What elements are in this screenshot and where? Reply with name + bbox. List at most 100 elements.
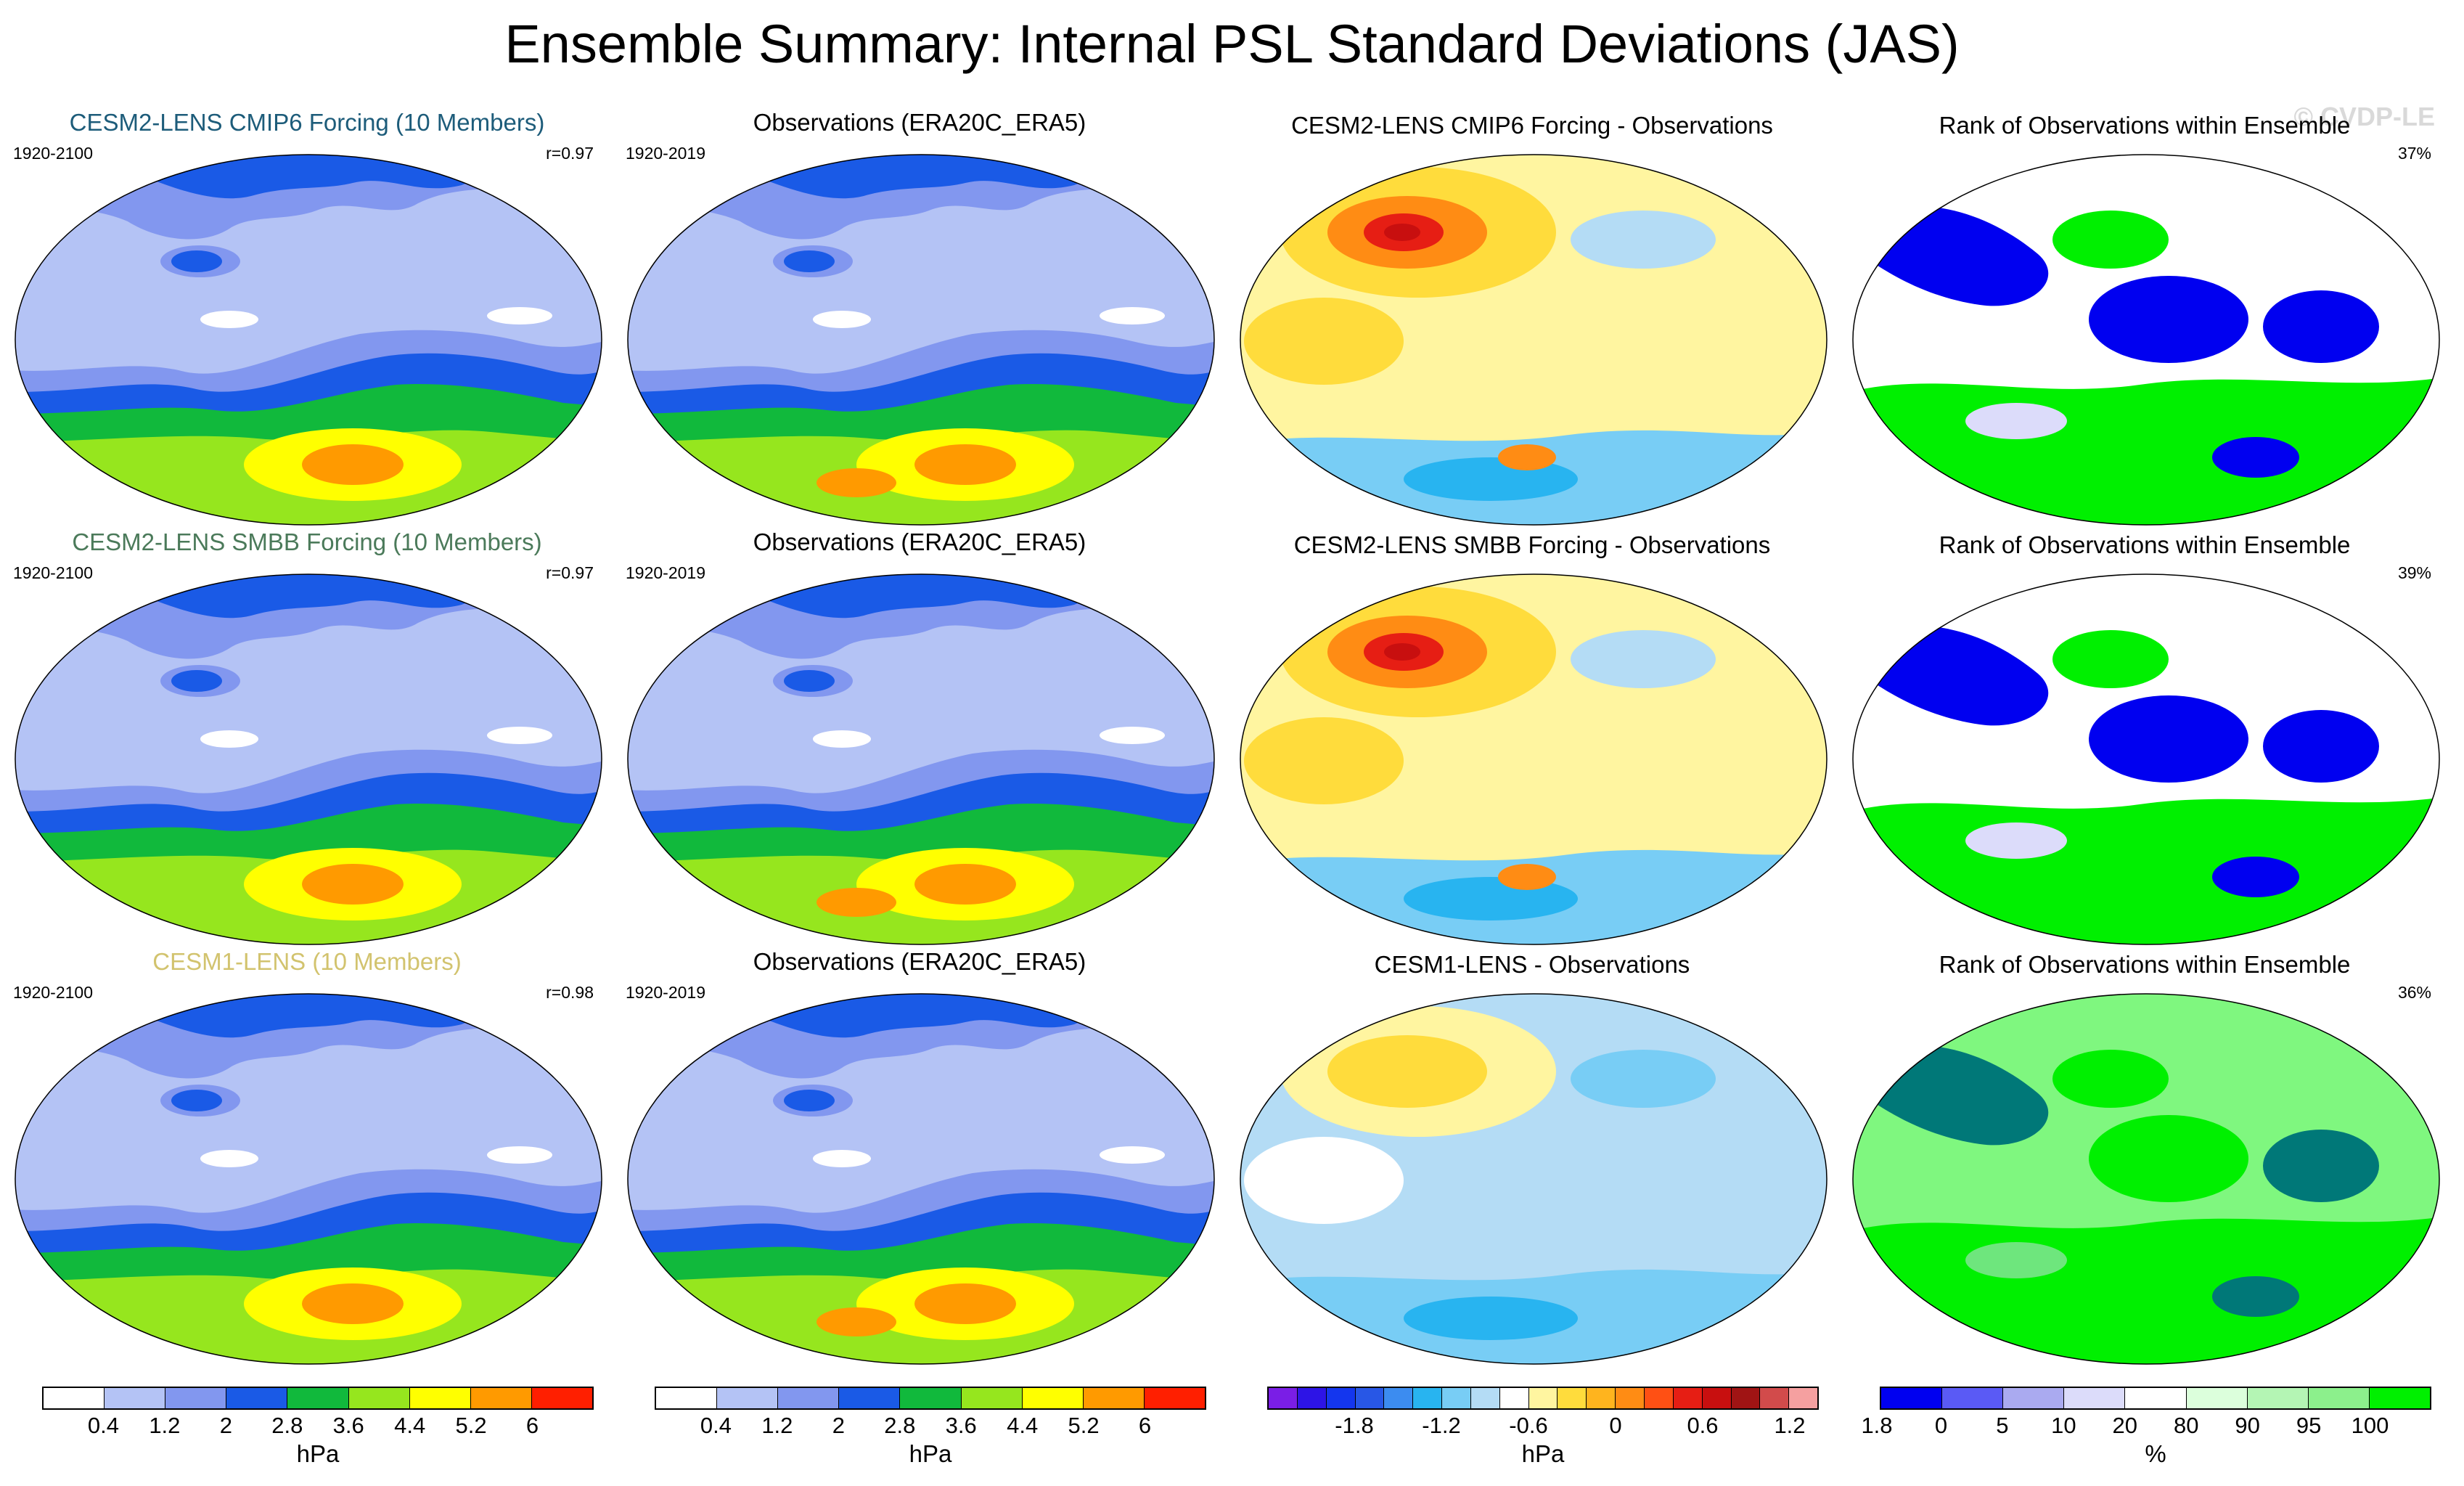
colorbar-swatch	[1558, 1388, 1587, 1408]
weak-variance-patch	[200, 730, 258, 748]
colorbar-swatch	[900, 1388, 962, 1408]
weak-variance-patch	[1100, 307, 1165, 324]
stddev-map	[627, 993, 1215, 1365]
map-panel-model: CESM2-LENS SMBB Forcing (10 Members) 1920…	[6, 528, 608, 950]
weak-variance-patch	[813, 1150, 871, 1167]
colorbar-tick-label: 10	[2051, 1413, 2076, 1438]
colorbar-swatch	[1442, 1388, 1471, 1408]
colorbar-tick-label: 2.8	[884, 1413, 916, 1438]
colorbar-swatches	[42, 1387, 594, 1410]
map-outline	[1240, 993, 1827, 1365]
colorbar-tick-label: 0.4	[87, 1413, 119, 1438]
rank-low-region	[2212, 437, 2299, 478]
map-outline	[627, 573, 1215, 945]
rank-map	[1852, 573, 2440, 945]
colorbar-swatch	[1355, 1388, 1385, 1408]
colorbar-tick-label: 1.2	[761, 1413, 793, 1438]
map-outline	[15, 573, 602, 945]
colorbar-swatch	[1499, 1388, 1529, 1408]
pacific-low-core	[784, 1090, 835, 1111]
southern-maximum-core	[302, 444, 404, 485]
map-outline	[15, 993, 602, 1365]
map-outline	[1852, 573, 2440, 945]
colorbar-unit: hPa	[1521, 1440, 1565, 1467]
weak-variance-patch	[813, 730, 871, 748]
page-title: Ensemble Summary: Internal PSL Standard …	[504, 14, 1960, 74]
southern-maximum-core	[914, 864, 1016, 905]
panel-title: CESM1-LENS (10 Members)	[152, 948, 462, 975]
colorbar-swatch	[1144, 1388, 1205, 1408]
pacific-low-core	[784, 250, 835, 272]
rank-map	[1852, 993, 2440, 1365]
stddev-map	[15, 993, 602, 1365]
watermark: © CVDP-LE	[2293, 102, 2435, 131]
southern-maximum-core	[302, 1283, 404, 1324]
map-panel-diff: CESM2-LENS CMIP6 Forcing - Observations	[1231, 109, 1833, 530]
map-panel-obs: Observations (ERA20C_ERA5) 1920-2019	[618, 528, 1221, 950]
stddev-map	[15, 154, 602, 526]
weak-variance-patch	[487, 727, 552, 744]
colorbar-swatch	[2064, 1388, 2126, 1408]
colorbar-swatch	[1470, 1388, 1500, 1408]
rank-percent: 37%	[2397, 144, 2431, 163]
colorbar-tick-label: 5.2	[1068, 1413, 1100, 1438]
anomaly-north-pacific-core	[1384, 224, 1420, 241]
weak-variance-patch	[487, 1146, 552, 1164]
period-label: 1920-2100	[13, 983, 93, 1002]
stddev-map	[15, 573, 602, 945]
colorbar-tick-label: 1.2	[149, 1413, 181, 1438]
southern-maximum-core	[914, 444, 1016, 485]
panel-title: Rank of Observations within Ensemble	[1939, 112, 2351, 139]
colorbar-tick-label: -1.2	[1422, 1413, 1461, 1438]
colorbar-swatch	[1881, 1388, 1943, 1408]
colorbar-swatch	[1760, 1388, 1790, 1408]
colorbar-swatch	[1269, 1388, 1298, 1408]
map-outline	[1240, 573, 1827, 945]
anomaly-indian	[1244, 717, 1404, 804]
colorbar-swatch	[2247, 1388, 2309, 1408]
pacific-low-core	[171, 670, 222, 692]
colorbar-tick-label: 2	[832, 1413, 845, 1438]
rank-mid-region	[1965, 403, 2067, 439]
colorbar-swatch	[1587, 1388, 1616, 1408]
anomaly-southern-ocean	[1404, 1297, 1578, 1340]
rank-overlay	[1853, 994, 2439, 1364]
colorbar-tick-label: 5	[1996, 1413, 2009, 1438]
map-outline	[1240, 154, 1827, 526]
colorbar-tick-label: 0.6	[1687, 1413, 1719, 1438]
rank-low-region	[1871, 205, 2049, 306]
anomaly-north-atlantic	[1571, 211, 1716, 269]
map-panel-obs: Observations (ERA20C_ERA5) 1920-2019	[618, 948, 1221, 1369]
colorbar-tick-label: 0	[1609, 1413, 1622, 1438]
difference-map	[1240, 154, 1827, 526]
map-panel-obs: Observations (ERA20C_ERA5) 1920-2019	[618, 109, 1221, 530]
colorbar: 0.4 1.2 2 2.8 3.6 4.4 5.2 6 hPa	[42, 1387, 594, 1474]
map-outline	[627, 154, 1215, 526]
period-label: 1920-2100	[13, 563, 93, 582]
rank-region	[2089, 695, 2248, 783]
weak-variance-patch	[200, 311, 258, 328]
colorbar: 0 5 10 20 80 90 95 100%	[1880, 1387, 2431, 1474]
colorbar-unit: hPa	[296, 1440, 340, 1467]
rank-high-region	[2052, 211, 2169, 269]
colorbar-swatch	[1673, 1388, 1703, 1408]
panel-title: Rank of Observations within Ensemble	[1939, 951, 2351, 978]
weak-variance-patch	[200, 1150, 258, 1167]
panel-title: Observations (ERA20C_ERA5)	[753, 948, 1086, 975]
colorbar-swatch	[226, 1388, 288, 1408]
map-panel-diff: CESM2-LENS SMBB Forcing - Observations	[1231, 528, 1833, 950]
colorbar-swatch	[409, 1388, 471, 1408]
colorbar-tick-label: 1.8	[1861, 1413, 1893, 1438]
pacific-low-core	[171, 250, 222, 272]
colorbar-swatch	[287, 1388, 349, 1408]
colorbar-swatch	[1616, 1388, 1645, 1408]
map-panel-rank: Rank of Observations within Ensemble 39%	[1843, 528, 2446, 950]
weak-variance-patch	[813, 311, 871, 328]
colorbar-swatch	[1942, 1388, 2004, 1408]
period-label: 1920-2019	[626, 144, 705, 163]
pattern-correlation: r=0.97	[546, 144, 594, 163]
colorbar-swatch	[105, 1388, 166, 1408]
rank-high-region	[2052, 630, 2169, 688]
colorbar-swatch	[165, 1388, 227, 1408]
panel-title: Observations (ERA20C_ERA5)	[753, 109, 1086, 136]
